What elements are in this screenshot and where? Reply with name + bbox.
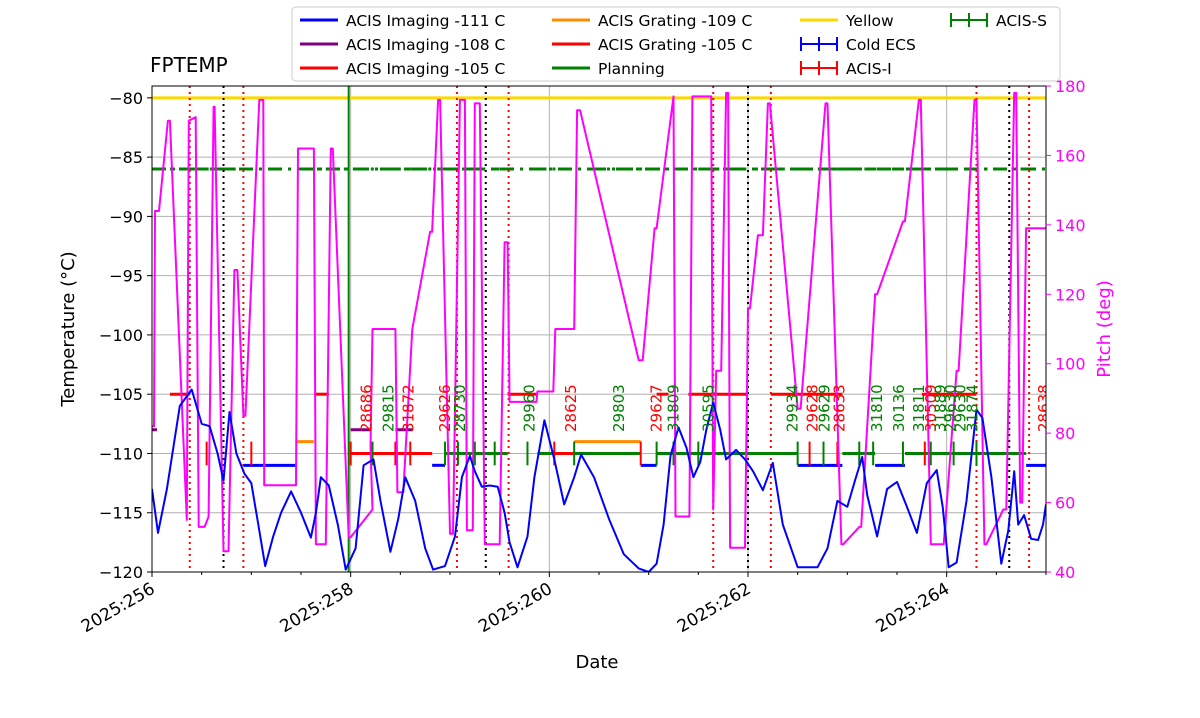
y2-tick-label: 120 bbox=[1055, 285, 1086, 304]
limit-lines bbox=[152, 96, 1046, 171]
obsid-label: 30509 bbox=[922, 384, 940, 432]
y2-tick-label: 60 bbox=[1055, 494, 1075, 513]
pitch-series-line bbox=[152, 91, 1046, 553]
obsid-label: 28633 bbox=[830, 384, 848, 432]
obsid-label: 31889 bbox=[932, 384, 950, 432]
legend-label: ACIS Imaging -108 C bbox=[346, 36, 505, 54]
legend-label: ACIS Grating -105 C bbox=[598, 36, 752, 54]
obsid-label: 28730 bbox=[451, 384, 469, 432]
y-tick-label: −100 bbox=[99, 326, 143, 345]
obsid-label: 29815 bbox=[379, 384, 397, 432]
x-axis-label: Date bbox=[575, 652, 618, 673]
legend: ACIS Imaging -111 C ACIS Imaging -108 C AC… bbox=[291, 6, 1061, 82]
legend-label: ACIS-S bbox=[996, 12, 1047, 30]
fptemp-series-line bbox=[152, 388, 1046, 572]
y2-axis-label: Pitch (deg) bbox=[1094, 280, 1115, 378]
y-tick-label: −90 bbox=[109, 207, 143, 226]
obsid-label: 29934 bbox=[784, 384, 802, 432]
obsid-label: 29803 bbox=[610, 384, 628, 432]
obsid-label: 28686 bbox=[358, 384, 376, 432]
obsid-label: 29627 bbox=[648, 384, 666, 432]
legend-label: Yellow bbox=[845, 12, 894, 30]
obsid-label: 28625 bbox=[562, 384, 580, 432]
legend-label: ACIS Imaging -105 C bbox=[346, 60, 505, 78]
y-axis-label: Temperature (°C) bbox=[58, 251, 79, 407]
obsid-label: 31872 bbox=[399, 384, 417, 432]
legend-label: ACIS Grating -109 C bbox=[598, 12, 752, 30]
y-tick-label: −120 bbox=[99, 563, 143, 582]
y2-tick-label: 180 bbox=[1055, 77, 1086, 96]
y-tick-label: −105 bbox=[99, 385, 143, 404]
y-tick-label: −110 bbox=[99, 444, 143, 463]
y-tick-label: −80 bbox=[109, 89, 143, 108]
legend-label: Cold ECS bbox=[846, 36, 916, 54]
legend-box bbox=[291, 6, 1061, 82]
y-tick-label: −85 bbox=[109, 148, 143, 167]
obsid-label: 29630 bbox=[942, 384, 960, 432]
obsid-label: 29628 bbox=[804, 384, 822, 432]
y-axis-right: 40 60 80 100 120 140 160 180 bbox=[1045, 77, 1086, 582]
y2-tick-label: 80 bbox=[1055, 424, 1075, 443]
legend-label: ACIS Imaging -111 C bbox=[346, 12, 505, 30]
obsid-label: 31810 bbox=[868, 384, 886, 432]
chart-title: FPTEMP bbox=[150, 53, 228, 77]
legend-label: Planning bbox=[598, 60, 665, 78]
legend-label: ACIS-I bbox=[846, 60, 892, 78]
obsid-label: 31809 bbox=[665, 384, 683, 432]
y2-tick-label: 40 bbox=[1055, 563, 1075, 582]
y-tick-label: −115 bbox=[99, 504, 143, 523]
obsid-label: 29960 bbox=[520, 384, 538, 432]
obsid-label: 31874 bbox=[963, 384, 981, 432]
y-tick-label: −95 bbox=[109, 267, 143, 286]
obsid-label: 29630 bbox=[952, 384, 970, 432]
event-lines bbox=[188, 86, 1031, 572]
obsid-label: 29626 bbox=[436, 384, 454, 432]
y2-tick-label: 160 bbox=[1055, 146, 1086, 165]
obsid-label: 31811 bbox=[910, 384, 928, 432]
y2-tick-label: 140 bbox=[1055, 216, 1086, 235]
obsid-label: 30595 bbox=[699, 384, 717, 432]
y-axis-left: −80 −85 −90 −95 −100 −105 −110 −115 −120 bbox=[99, 89, 152, 582]
obsid-label: 30136 bbox=[890, 384, 908, 432]
obsid-label: 28638 bbox=[1035, 384, 1053, 432]
y2-tick-label: 100 bbox=[1055, 355, 1086, 374]
obsid-label: 29629 bbox=[815, 384, 833, 432]
